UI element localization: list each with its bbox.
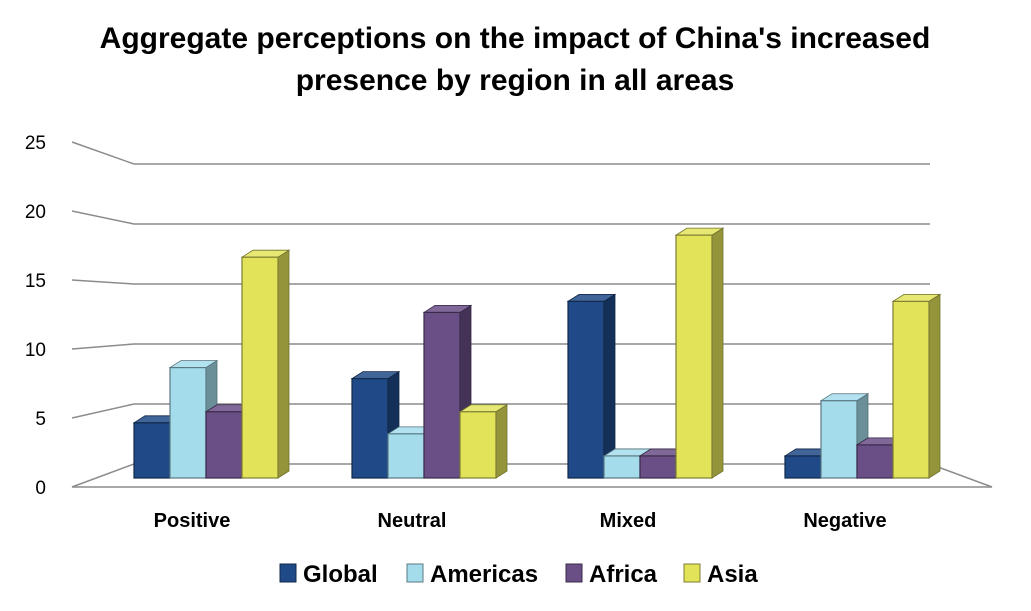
y-tick-label: 10 xyxy=(25,340,46,361)
y-tick-label: 20 xyxy=(25,202,46,223)
legend-swatch xyxy=(683,563,701,583)
y-axis-ticks: 0 5 10 15 20 25 xyxy=(25,133,46,499)
bar-global-mixed xyxy=(566,293,617,479)
category-label: Negative xyxy=(803,510,886,532)
legend-item-americas: Americas xyxy=(406,561,538,588)
category-label: Neutral xyxy=(378,510,447,532)
legend-label: Global xyxy=(303,561,378,588)
legend-swatch xyxy=(565,563,583,583)
category-label: Mixed xyxy=(600,510,657,532)
bars xyxy=(132,227,942,479)
gridline-side xyxy=(71,210,135,225)
category-labels: Positive Neutral Mixed Negative xyxy=(154,510,887,532)
legend-item-africa: Africa xyxy=(565,561,658,588)
gridline-side xyxy=(71,279,135,285)
bar-asia-positive xyxy=(240,249,291,479)
legend-swatch xyxy=(406,563,424,583)
y-tick-label: 0 xyxy=(35,478,46,499)
y-tick-label: 15 xyxy=(25,271,46,292)
legend-label: Asia xyxy=(707,561,758,588)
legend-item-asia: Asia xyxy=(683,561,758,588)
gridline-side xyxy=(71,343,135,350)
legend-swatch xyxy=(279,563,297,583)
legend-item-global: Global xyxy=(279,561,378,588)
bar-asia-mixed xyxy=(674,227,725,479)
gridline-side xyxy=(71,403,135,419)
gridline-side xyxy=(71,141,135,165)
legend-label: Americas xyxy=(430,561,538,588)
chart-title-line-1: Aggregate perceptions on the impact of C… xyxy=(100,22,931,55)
legend-label: Africa xyxy=(589,561,658,588)
bar-asia-neutral xyxy=(458,404,509,479)
y-tick-label: 25 xyxy=(25,133,46,154)
y-tick-label: 5 xyxy=(35,409,46,430)
bar-asia-negative xyxy=(891,293,942,479)
bar-americas-mixed xyxy=(602,448,653,479)
category-label: Positive xyxy=(154,510,231,532)
chart-title-line-2: presence by region in all areas xyxy=(296,64,735,97)
legend: Global Americas Africa Asia xyxy=(279,561,758,588)
